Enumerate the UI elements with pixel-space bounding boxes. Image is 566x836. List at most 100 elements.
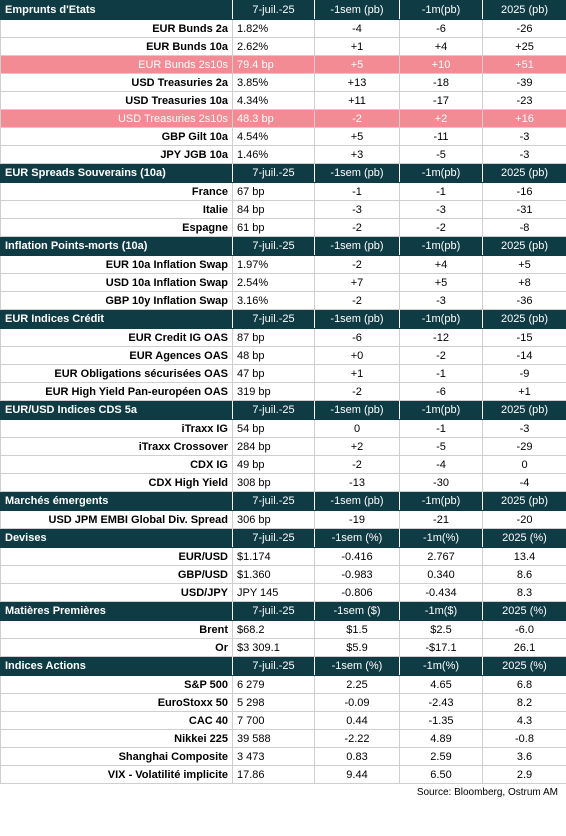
change-cell: -5 [399,145,483,164]
change-cell: -8 [482,218,566,237]
change-cell: -6 [399,382,483,401]
row-label: USD Treasuries 2s10s [0,109,233,128]
change-cell: 8.3 [482,583,566,602]
row-label: JPY JGB 10a [0,145,233,164]
change-cell: 6.8 [482,675,566,694]
row-label: EUR High Yield Pan-européen OAS [0,382,233,401]
row-label: Brent [0,620,233,639]
row-label: EUR Agences OAS [0,346,233,365]
level-cell: 6 279 [232,675,315,694]
table-row: EUR/USD $1.174 -0.416 2.767 13.4 [0,547,566,566]
change-cell: +5 [482,255,566,274]
column-header: 7-juil.-25 [232,163,315,183]
level-cell: 3.85% [232,73,315,92]
level-cell: 48.3 bp [232,109,315,128]
row-label: EUR/USD [0,547,233,566]
level-cell: 7 700 [232,711,315,730]
table-row: VIX - Volatilité implicite 17.86 9.44 6.50 2… [0,765,566,784]
table-row: USD/JPY JPY 145 -0.806 -0.434 8.3 [0,583,566,602]
row-label: EUR Credit IG OAS [0,328,233,347]
change-cell: 2.25 [314,675,400,694]
table-row: France 67 bp -1 -1 -16 [0,182,566,201]
table-row: Or $3 309.1 $5.9 -$17.1 26.1 [0,638,566,657]
change-cell: +1 [314,37,400,56]
level-cell: 49 bp [232,455,315,474]
level-cell: 4.34% [232,91,315,110]
change-cell: -19 [314,510,400,529]
row-label: France [0,182,233,201]
change-cell: -3 [482,419,566,438]
column-header: 2025 (%) [482,601,566,621]
change-cell: +1 [482,382,566,401]
change-cell: -1 [399,364,483,383]
change-cell: 26.1 [482,638,566,657]
column-header: -1sem (pb) [314,491,400,511]
change-cell: +3 [314,145,400,164]
change-cell: -3 [399,200,483,219]
change-cell: -0.8 [482,729,566,748]
change-cell: +1 [314,364,400,383]
change-cell: -1 [399,182,483,201]
table-row: GBP 10y Inflation Swap 3.16% -2 -3 -36 [0,291,566,310]
change-cell: -4 [482,473,566,492]
change-cell: -18 [399,73,483,92]
change-cell: -1 [399,419,483,438]
column-header: 2025 (pb) [482,491,566,511]
change-cell: -21 [399,510,483,529]
level-cell: 39 588 [232,729,315,748]
level-cell: $1.174 [232,547,315,566]
change-cell: 8.6 [482,565,566,584]
change-cell: 2.9 [482,765,566,784]
change-cell: -0.416 [314,547,400,566]
change-cell: $1.5 [314,620,400,639]
section-header-eur-spreads-souverains-10a: EUR Spreads Souverains (10a) 7-juil.-25 -1… [0,163,566,183]
change-cell: -2 [314,218,400,237]
change-cell: -2 [399,346,483,365]
row-label: USD Treasuries 10a [0,91,233,110]
table-row: Brent $68.2 $1.5 $2.5 -6.0 [0,620,566,639]
column-header: 7-juil.-25 [232,601,315,621]
column-header: -1m(%) [399,528,483,548]
change-cell: -2 [314,109,400,128]
section-title: Emprunts d'Etats [0,0,233,20]
column-header: 2025 (pb) [482,163,566,183]
level-cell: 3 473 [232,747,315,766]
change-cell: 2.59 [399,747,483,766]
column-header: -1m(pb) [399,400,483,420]
table-row: CAC 40 7 700 0.44 -1.35 4.3 [0,711,566,730]
level-cell: 1.82% [232,19,315,38]
level-cell: 54 bp [232,419,315,438]
change-cell: +7 [314,273,400,292]
column-header: -1m(pb) [399,309,483,329]
change-cell: +25 [482,37,566,56]
change-cell: -0.983 [314,565,400,584]
change-cell: -2 [314,291,400,310]
level-cell: $68.2 [232,620,315,639]
level-cell: 1.97% [232,255,315,274]
change-cell: +4 [399,255,483,274]
level-cell: JPY 145 [232,583,315,602]
section-title: Matières Premières [0,601,233,621]
level-cell: 61 bp [232,218,315,237]
change-cell: +10 [399,55,483,74]
change-cell: 4.65 [399,675,483,694]
row-label: USD Treasuries 2a [0,73,233,92]
column-header: 7-juil.-25 [232,309,315,329]
change-cell: +51 [482,55,566,74]
change-cell: 0.44 [314,711,400,730]
market-data-body: Emprunts d'Etats 7-juil.-25 -1sem (pb) -1m(… [0,0,566,784]
column-header: 7-juil.-25 [232,528,315,548]
change-cell: +2 [314,437,400,456]
change-cell: 4.3 [482,711,566,730]
change-cell: -1 [314,182,400,201]
row-label: Nikkei 225 [0,729,233,748]
table-row: Espagne 61 bp -2 -2 -8 [0,218,566,237]
level-cell: 3.16% [232,291,315,310]
column-header: -1sem (%) [314,656,400,676]
section-header-inflation-points-morts-10a: Inflation Points-morts (10a) 7-juil.-25 -1… [0,236,566,256]
table-row: EUR Obligations sécurisées OAS 47 bp +1 -1-… [0,364,566,383]
table-row: USD 10a Inflation Swap 2.54% +7 +5 +8 [0,273,566,292]
column-header: -1m(pb) [399,236,483,256]
change-cell: -36 [482,291,566,310]
row-label: CAC 40 [0,711,233,730]
